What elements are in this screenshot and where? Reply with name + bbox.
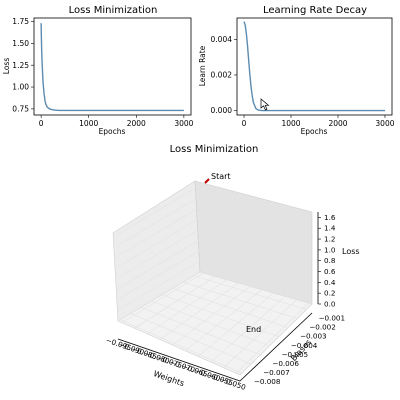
biases-grid-line <box>183 281 298 319</box>
loss-grid-line-right <box>199 195 313 229</box>
loss-series-line <box>40 23 184 112</box>
loss-tick-label: 1.6 <box>324 213 336 222</box>
loss-xlabel: Epochs <box>99 127 126 136</box>
x-tick-label: 1000 <box>79 119 98 128</box>
loss-grid-line-left <box>117 260 201 311</box>
biases-grid-line <box>141 306 261 356</box>
biases-axis-line <box>239 312 313 382</box>
loss-grid-line-left <box>117 185 201 235</box>
lr-chart: Learning Rate Decay Epochs Learn Rate 0 1… <box>198 5 395 136</box>
loss-tick-label: 0.6 <box>324 267 336 276</box>
loss-3d-title: Loss Minimization <box>170 144 259 155</box>
y-tick-label: 0.002 <box>211 71 233 80</box>
biases-grid-line <box>162 294 279 338</box>
loss-ylabel: Loss <box>2 58 11 75</box>
end-annotation: End <box>246 325 261 334</box>
loss-grid-line-right <box>199 260 313 294</box>
loss-z-axis-label: Loss <box>342 247 360 256</box>
weights-grid-line <box>121 272 204 323</box>
x-tick-label: 0 <box>39 119 44 128</box>
lr-ticks: 0 1000 2000 3000 0.000 0.002 0.004 <box>211 35 395 128</box>
loss-grid-line-right <box>199 239 313 272</box>
lr-chart-title: Learning Rate Decay <box>263 5 367 16</box>
loss-grid-line-right <box>199 206 313 240</box>
y-tick-label: 1.75 <box>12 17 29 26</box>
loss-grid-line-left <box>117 217 201 268</box>
y-tick-label: 1.00 <box>12 83 29 92</box>
loss-tick-label: 0.4 <box>324 278 336 287</box>
loss-tick-label: 1.0 <box>324 245 336 254</box>
biases-grid-line <box>130 313 252 365</box>
loss-grid-line-left <box>117 195 201 246</box>
loss-plot-frame <box>33 17 192 116</box>
y-tick-label: 1.50 <box>12 39 29 48</box>
loss-tick-label: 1.4 <box>324 224 336 233</box>
lr-plot-frame <box>236 17 393 116</box>
lr-ylabel: Learn Rate <box>198 45 207 86</box>
mouse-cursor-icon <box>260 98 270 111</box>
loss-tick-label: 0.8 <box>324 256 336 265</box>
lr-series-line <box>243 21 385 112</box>
loss-grid-line-right <box>199 228 313 261</box>
loss-tick-label: 1.2 <box>324 235 335 244</box>
weights-axis-line <box>117 338 241 382</box>
x-tick-label: 2000 <box>328 119 347 128</box>
weights-axis-label: Weights <box>152 369 185 388</box>
y-tick-label: 0.004 <box>211 35 233 44</box>
biases-tick-label: −0.008 <box>254 377 281 386</box>
x-tick-label: 0 <box>242 119 247 128</box>
biases-tick-label: −0.006 <box>272 359 299 368</box>
biases-tick-label: −0.004 <box>291 341 318 350</box>
start-annotation: Start <box>211 172 231 181</box>
weights-grid-line <box>223 299 298 368</box>
weights-grid-line <box>159 282 239 340</box>
y-tick-label: 0.000 <box>211 106 233 115</box>
weights-grid-line <box>210 296 286 363</box>
x-tick-label: 3000 <box>174 119 193 128</box>
x-tick-label: 3000 <box>375 119 394 128</box>
loss-grid-line-right <box>199 217 313 251</box>
grid-lines-3d <box>117 185 313 374</box>
loss-grid-line-left <box>117 228 201 278</box>
loss-tick-label: 0.0 <box>324 300 336 309</box>
weights-grid-line <box>134 276 216 329</box>
biases-tick-label: −0.001 <box>318 313 345 322</box>
loss-grid-line-right <box>199 271 313 305</box>
biases-grid-line <box>172 288 289 328</box>
weights-grid-line <box>172 286 251 346</box>
weights-grid-line <box>147 279 228 335</box>
biases-grid-line <box>151 300 270 347</box>
weights-grid-line <box>197 292 274 357</box>
loss-grid-line-right <box>199 250 313 283</box>
loss-chart: Loss Minimization Epochs Loss 0 1000 2000 3… <box>2 5 194 136</box>
biases-tick-label: −0.002 <box>309 323 336 332</box>
loss-grid-line-left <box>117 239 201 289</box>
y-tick-label: 1.25 <box>12 61 29 70</box>
weights-grid-line <box>235 302 309 374</box>
loss-tick-label: 0.2 <box>324 289 335 298</box>
loss-chart-title: Loss Minimization <box>69 5 158 16</box>
biases-tick-label: −0.005 <box>282 350 309 359</box>
loss-3d-chart: Loss Minimization −0.095−0.090−0.085−0.0… <box>105 144 360 392</box>
loss-grid-line-left <box>117 206 201 257</box>
biases-tick-label: −0.007 <box>263 368 290 377</box>
loss-grid-line-right <box>199 185 313 218</box>
lr-xlabel: Epochs <box>301 127 328 136</box>
weights-grid-line <box>185 289 263 352</box>
biases-tick-label: −0.003 <box>300 332 327 341</box>
trajectory-start-marker <box>204 178 210 184</box>
weights-tick-label: −0.050 <box>219 375 247 392</box>
x-tick-label: 1000 <box>281 119 300 128</box>
x-tick-label: 2000 <box>127 119 146 128</box>
loss-grid-line-left <box>117 271 201 322</box>
biases-grid-line <box>119 319 242 374</box>
loss-grid-line-left <box>117 250 201 300</box>
biases-grid-line <box>193 275 307 310</box>
loss-ticks: 0 1000 2000 3000 0.75 1.00 1.25 1.50 1.75 <box>12 17 193 128</box>
y-tick-label: 0.75 <box>12 104 29 113</box>
